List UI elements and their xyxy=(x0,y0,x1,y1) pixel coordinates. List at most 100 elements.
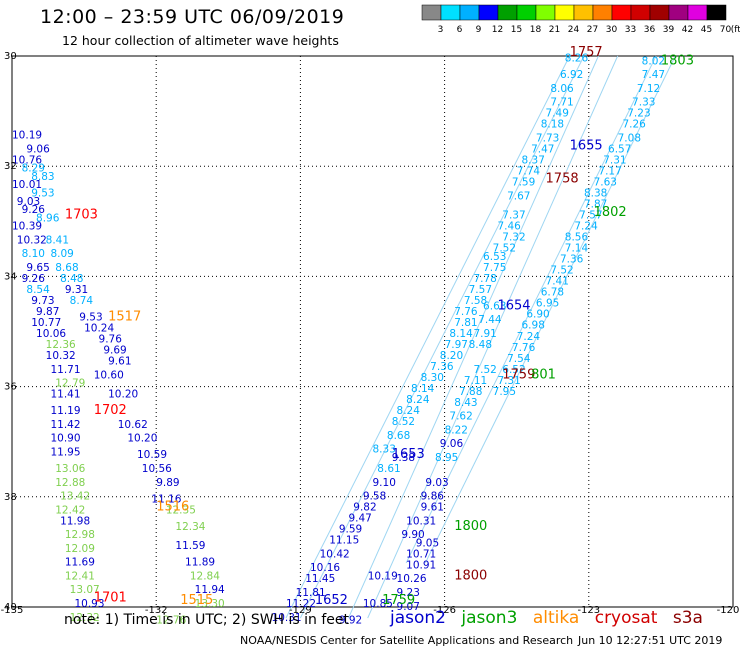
swh-label: 9.61 xyxy=(421,502,444,514)
swh-label: 6.90 xyxy=(526,309,549,321)
swh-label: 10.77 xyxy=(31,317,61,329)
color-scale-swatch xyxy=(592,4,613,21)
swh-label: 7.59 xyxy=(512,176,535,188)
swh-label: 11.16 xyxy=(151,493,181,505)
pass-time-label: 1703 xyxy=(65,208,98,223)
latitude-tick-label: 34 xyxy=(4,271,17,282)
swh-label: 9.06 xyxy=(26,143,50,155)
swh-label: 11.94 xyxy=(195,584,225,596)
swh-label: 7.46 xyxy=(497,221,521,233)
color-scale-label: 70 xyxy=(720,25,732,35)
swh-label: 9.53 xyxy=(79,311,102,323)
swh-label: 7.47 xyxy=(531,143,554,155)
swh-label: 8.38 xyxy=(584,188,607,200)
swh-label: 7.37 xyxy=(502,210,525,222)
pass-time-label: 1759 xyxy=(502,367,535,382)
swh-label: 9.92 xyxy=(339,615,362,627)
swh-label: 9.73 xyxy=(31,295,54,307)
swh-label: 7.47 xyxy=(642,69,665,81)
track-line xyxy=(424,55,676,564)
swh-label: 8.14 xyxy=(449,328,473,340)
swh-label: 7.97 xyxy=(445,339,468,351)
swh-label: 12.76 xyxy=(156,615,186,627)
swh-label: 10.62 xyxy=(118,419,148,431)
swh-label: 9.53 xyxy=(31,188,54,200)
color-scale-swatch xyxy=(611,4,632,21)
swh-label: 6.57 xyxy=(608,143,631,155)
latitude-tick-label: 38 xyxy=(4,492,17,503)
swh-label: 11.22 xyxy=(286,598,316,610)
swh-label: 8.52 xyxy=(392,416,415,428)
legend-altika: altika xyxy=(532,608,580,628)
color-scale-swatch xyxy=(668,4,689,21)
swh-label: 7.74 xyxy=(517,165,541,177)
swh-label: 7.52 xyxy=(473,364,496,376)
swh-label: 10.32 xyxy=(17,234,47,246)
swh-label: 8.09 xyxy=(50,248,73,260)
swh-label: 8.83 xyxy=(31,171,54,183)
color-scale-swatch xyxy=(573,4,594,21)
swh-label: 7.62 xyxy=(449,411,472,423)
swh-label: 7.95 xyxy=(493,386,516,398)
color-scale-swatch xyxy=(649,4,670,21)
swh-label: 12.36 xyxy=(46,339,76,351)
swh-label: 7.33 xyxy=(632,97,655,109)
swh-label: 11.69 xyxy=(65,557,95,569)
swh-label: 6.52 xyxy=(502,364,525,376)
swh-label: 8.95 xyxy=(435,452,458,464)
swh-label: 9.03 xyxy=(17,196,40,208)
swh-label: 7.24 xyxy=(574,221,598,233)
pass-time-label: 1652 xyxy=(315,593,348,608)
swh-label: 9.69 xyxy=(103,345,126,357)
pass-time-label: 1759 xyxy=(382,593,415,608)
pass-time-label: 1702 xyxy=(94,403,127,418)
swh-label: 11.89 xyxy=(185,557,215,569)
swh-label: 7.17 xyxy=(598,165,621,177)
swh-label: 8.22 xyxy=(445,424,468,436)
swh-label: 7.36 xyxy=(430,361,454,373)
track-line xyxy=(299,55,585,619)
swh-label: 12.98 xyxy=(65,529,95,541)
latitude-tick-label: 32 xyxy=(4,161,17,172)
swh-label: 7.11 xyxy=(464,375,487,387)
swh-label: 6.63 xyxy=(483,300,506,312)
swh-label: 11.19 xyxy=(50,405,80,417)
swh-label: 8.48 xyxy=(60,273,83,285)
swh-label: 11.15 xyxy=(329,535,359,547)
swh-label: 11.71 xyxy=(50,364,80,376)
swh-label: 10.93 xyxy=(74,598,104,610)
pass-time-label: 1653 xyxy=(392,447,425,462)
swh-label: 11.45 xyxy=(305,573,335,585)
swh-label: 7.12 xyxy=(637,83,660,95)
pass-time-label: 1517 xyxy=(108,309,141,324)
swh-label: 10.90 xyxy=(50,433,80,445)
legend-jason2: jason2 xyxy=(390,608,446,628)
color-scale-swatch xyxy=(516,4,537,21)
swh-label: 8.24 xyxy=(397,405,421,417)
color-scale-label: 12 xyxy=(492,25,503,35)
swh-label: 10.71 xyxy=(406,548,436,560)
swh-label: 8.48 xyxy=(469,339,492,351)
pass-time-label: 801 xyxy=(531,367,556,382)
swh-label: 9.23 xyxy=(397,587,420,599)
pass-time-labels: 1703 1517 1702 1516 1701 1515 1652 1759 1800 1800… xyxy=(65,45,694,608)
swh-label: 9.26 xyxy=(22,204,46,216)
swh-label: 7.78 xyxy=(473,273,496,285)
legend-cryosat: cryosat xyxy=(594,608,658,628)
swh-label: 10.32 xyxy=(46,350,76,362)
credit-text: NOAA/NESDIS Center for Satellite Applica… xyxy=(240,634,574,647)
swh-label: 12.35 xyxy=(166,504,196,516)
swh-label: 12.42 xyxy=(55,504,85,516)
swh-label: 7.73 xyxy=(536,132,559,144)
swh-label: 7.76 xyxy=(512,342,536,354)
pass-time-label: 1757 xyxy=(570,45,603,60)
swh-label: 7.76 xyxy=(454,306,478,318)
color-scale-swatch xyxy=(687,4,708,21)
swh-label: 9.89 xyxy=(156,477,179,489)
swh-label: 13.30 xyxy=(195,598,225,610)
color-scale-label: (ft) xyxy=(731,25,740,35)
swh-label: 9.07 xyxy=(397,601,420,613)
swh-label: 8.37 xyxy=(522,154,545,166)
color-scale-swatch xyxy=(554,4,575,21)
